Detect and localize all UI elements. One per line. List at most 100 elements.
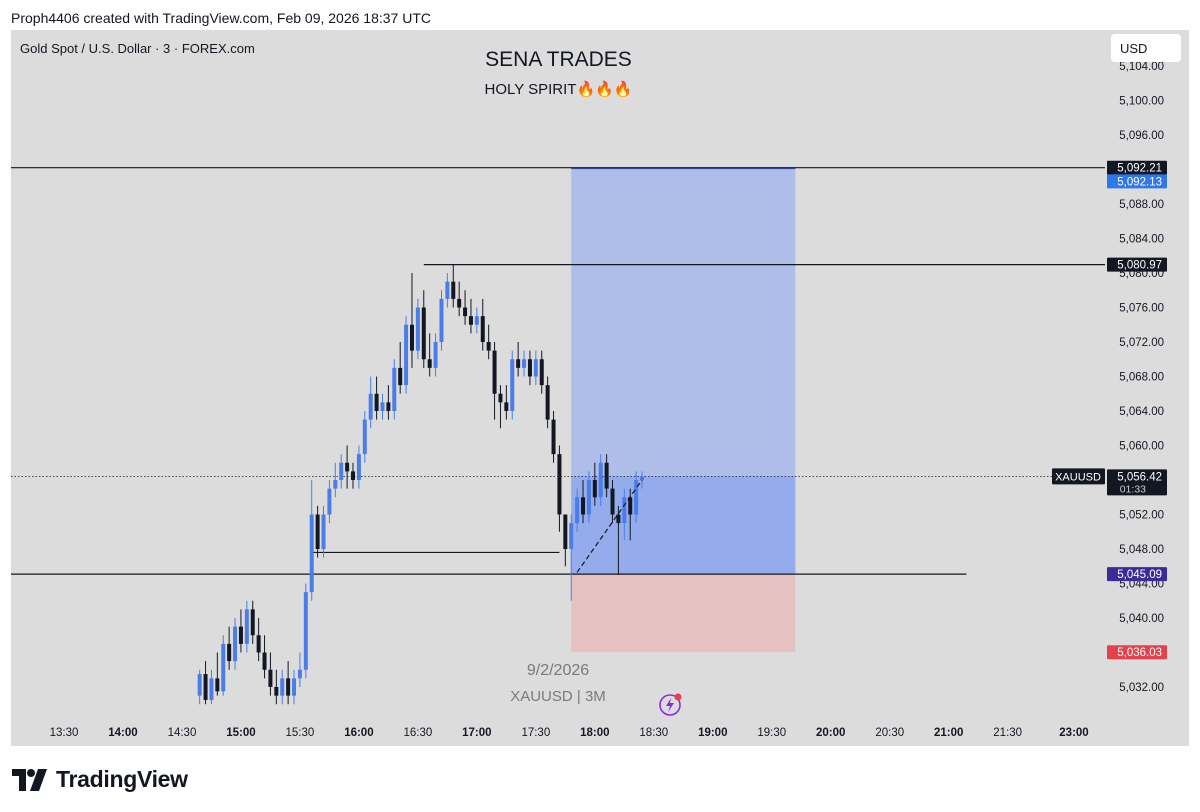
candle-body — [510, 359, 515, 411]
chart-title: SENA TRADES — [485, 48, 632, 71]
candle — [533, 350, 538, 386]
candle — [233, 618, 238, 670]
candle — [586, 471, 591, 524]
candle-body — [563, 514, 568, 549]
candle — [474, 307, 479, 334]
current-price-countdown: 01:33 — [1120, 483, 1146, 495]
candle — [274, 669, 279, 705]
candle-body — [268, 669, 273, 687]
candle-body — [333, 480, 338, 489]
candle-body — [610, 488, 615, 515]
candle-body — [616, 514, 621, 524]
candle — [345, 445, 350, 489]
candle-body — [233, 626, 238, 662]
candle — [445, 273, 450, 308]
candle — [409, 273, 414, 368]
candle — [227, 626, 232, 670]
candle — [327, 480, 332, 524]
candle — [581, 480, 586, 524]
candle — [297, 652, 302, 687]
candle — [421, 290, 426, 368]
price-tick-label: 5,048.00 — [1119, 544, 1164, 556]
candle — [386, 385, 391, 420]
candle — [244, 600, 249, 653]
entry-price-label-text: 5,045.09 — [1117, 569, 1162, 581]
candle-body — [309, 514, 314, 593]
candle-body — [303, 592, 308, 670]
target-price-label-text: 5,092.13 — [1117, 176, 1162, 188]
snapshot-header: Proph4406 created with TradingView.com, … — [11, 10, 431, 26]
time-tick-label: 19:00 — [698, 727, 727, 739]
price-labels: 5,092.215,092.13 5,080.97 5,045.09 5,036.03… — [1052, 160, 1167, 660]
watermark-symbol: XAUUSD | 3M — [510, 688, 606, 705]
time-tick-label: 17:00 — [462, 727, 491, 739]
candle-body — [215, 678, 220, 692]
candle-body — [468, 316, 473, 325]
candle — [592, 462, 597, 506]
time-tick-label: 20:00 — [816, 727, 845, 739]
tradingview-logo[interactable]: TradingView — [12, 766, 188, 793]
trend-line — [576, 479, 643, 573]
level-label-top-text: 5,092.21 — [1117, 163, 1162, 175]
price-tick-label: 5,040.00 — [1119, 613, 1164, 625]
price-axis: 5,032.005,036.005,040.005,044.005,048.00… — [1119, 61, 1164, 694]
price-tick-label: 5,064.00 — [1119, 406, 1164, 418]
candle-body — [262, 652, 267, 670]
symbol-description: Gold Spot / U.S. Dollar · 3 · FOREX.com — [20, 41, 255, 56]
time-tick-label: 17:30 — [521, 727, 550, 739]
tradingview-logo-icon — [12, 768, 47, 791]
candle-body — [628, 497, 633, 515]
open-pnl-zone — [571, 476, 796, 575]
overlays: 9/2/2026 XAUUSD | 3M — [510, 479, 682, 716]
candle — [398, 342, 403, 394]
candle-body — [286, 678, 291, 696]
candle-body — [351, 471, 356, 480]
candle-body — [557, 454, 562, 515]
time-tick-label: 21:30 — [993, 727, 1022, 739]
currency-button[interactable]: USD — [1111, 34, 1181, 62]
candle-body — [374, 393, 379, 411]
price-tick-label: 5,104.00 — [1119, 61, 1164, 73]
candle — [380, 393, 385, 420]
candle — [498, 385, 503, 429]
candle — [439, 290, 444, 351]
time-tick-label: 19:30 — [757, 727, 786, 739]
candle — [527, 350, 532, 386]
candle-body — [398, 367, 403, 386]
candle — [463, 290, 468, 325]
candle — [238, 609, 243, 653]
candle — [374, 376, 379, 420]
candle-body — [622, 497, 627, 524]
candle — [522, 350, 527, 377]
candle — [610, 480, 615, 524]
candle — [256, 618, 261, 662]
time-tick-label: 18:00 — [580, 727, 609, 739]
time-tick-label: 14:00 — [108, 727, 137, 739]
level-label-high: 5,080.97 — [1107, 257, 1167, 272]
candle-body — [539, 359, 544, 386]
candle — [563, 514, 568, 567]
level-label-high-text: 5,080.97 — [1117, 260, 1162, 272]
time-axis: 13:30 14:00 14:30 15:00 15:30 16:00 16:30 17:00… — [50, 727, 1089, 739]
candle-body — [504, 402, 509, 411]
candle-body — [498, 393, 503, 403]
candle-body — [581, 497, 586, 515]
stop-price-label-bg — [1107, 645, 1167, 660]
entry-price-label: 5,045.09 — [1107, 567, 1167, 582]
candle-body — [404, 324, 409, 386]
candle — [333, 462, 338, 498]
current-price-label-bg — [1107, 469, 1167, 496]
candle — [557, 445, 562, 532]
candle — [262, 635, 267, 679]
lightning-icon-bolt — [666, 698, 674, 712]
candle — [468, 298, 473, 334]
candle — [539, 350, 544, 394]
candle-body — [586, 480, 591, 515]
candle-body — [592, 480, 597, 498]
candle — [404, 316, 409, 394]
candle-body — [486, 342, 491, 351]
candle-body — [274, 687, 279, 696]
level-label-top: 5,092.21 — [1107, 160, 1167, 175]
